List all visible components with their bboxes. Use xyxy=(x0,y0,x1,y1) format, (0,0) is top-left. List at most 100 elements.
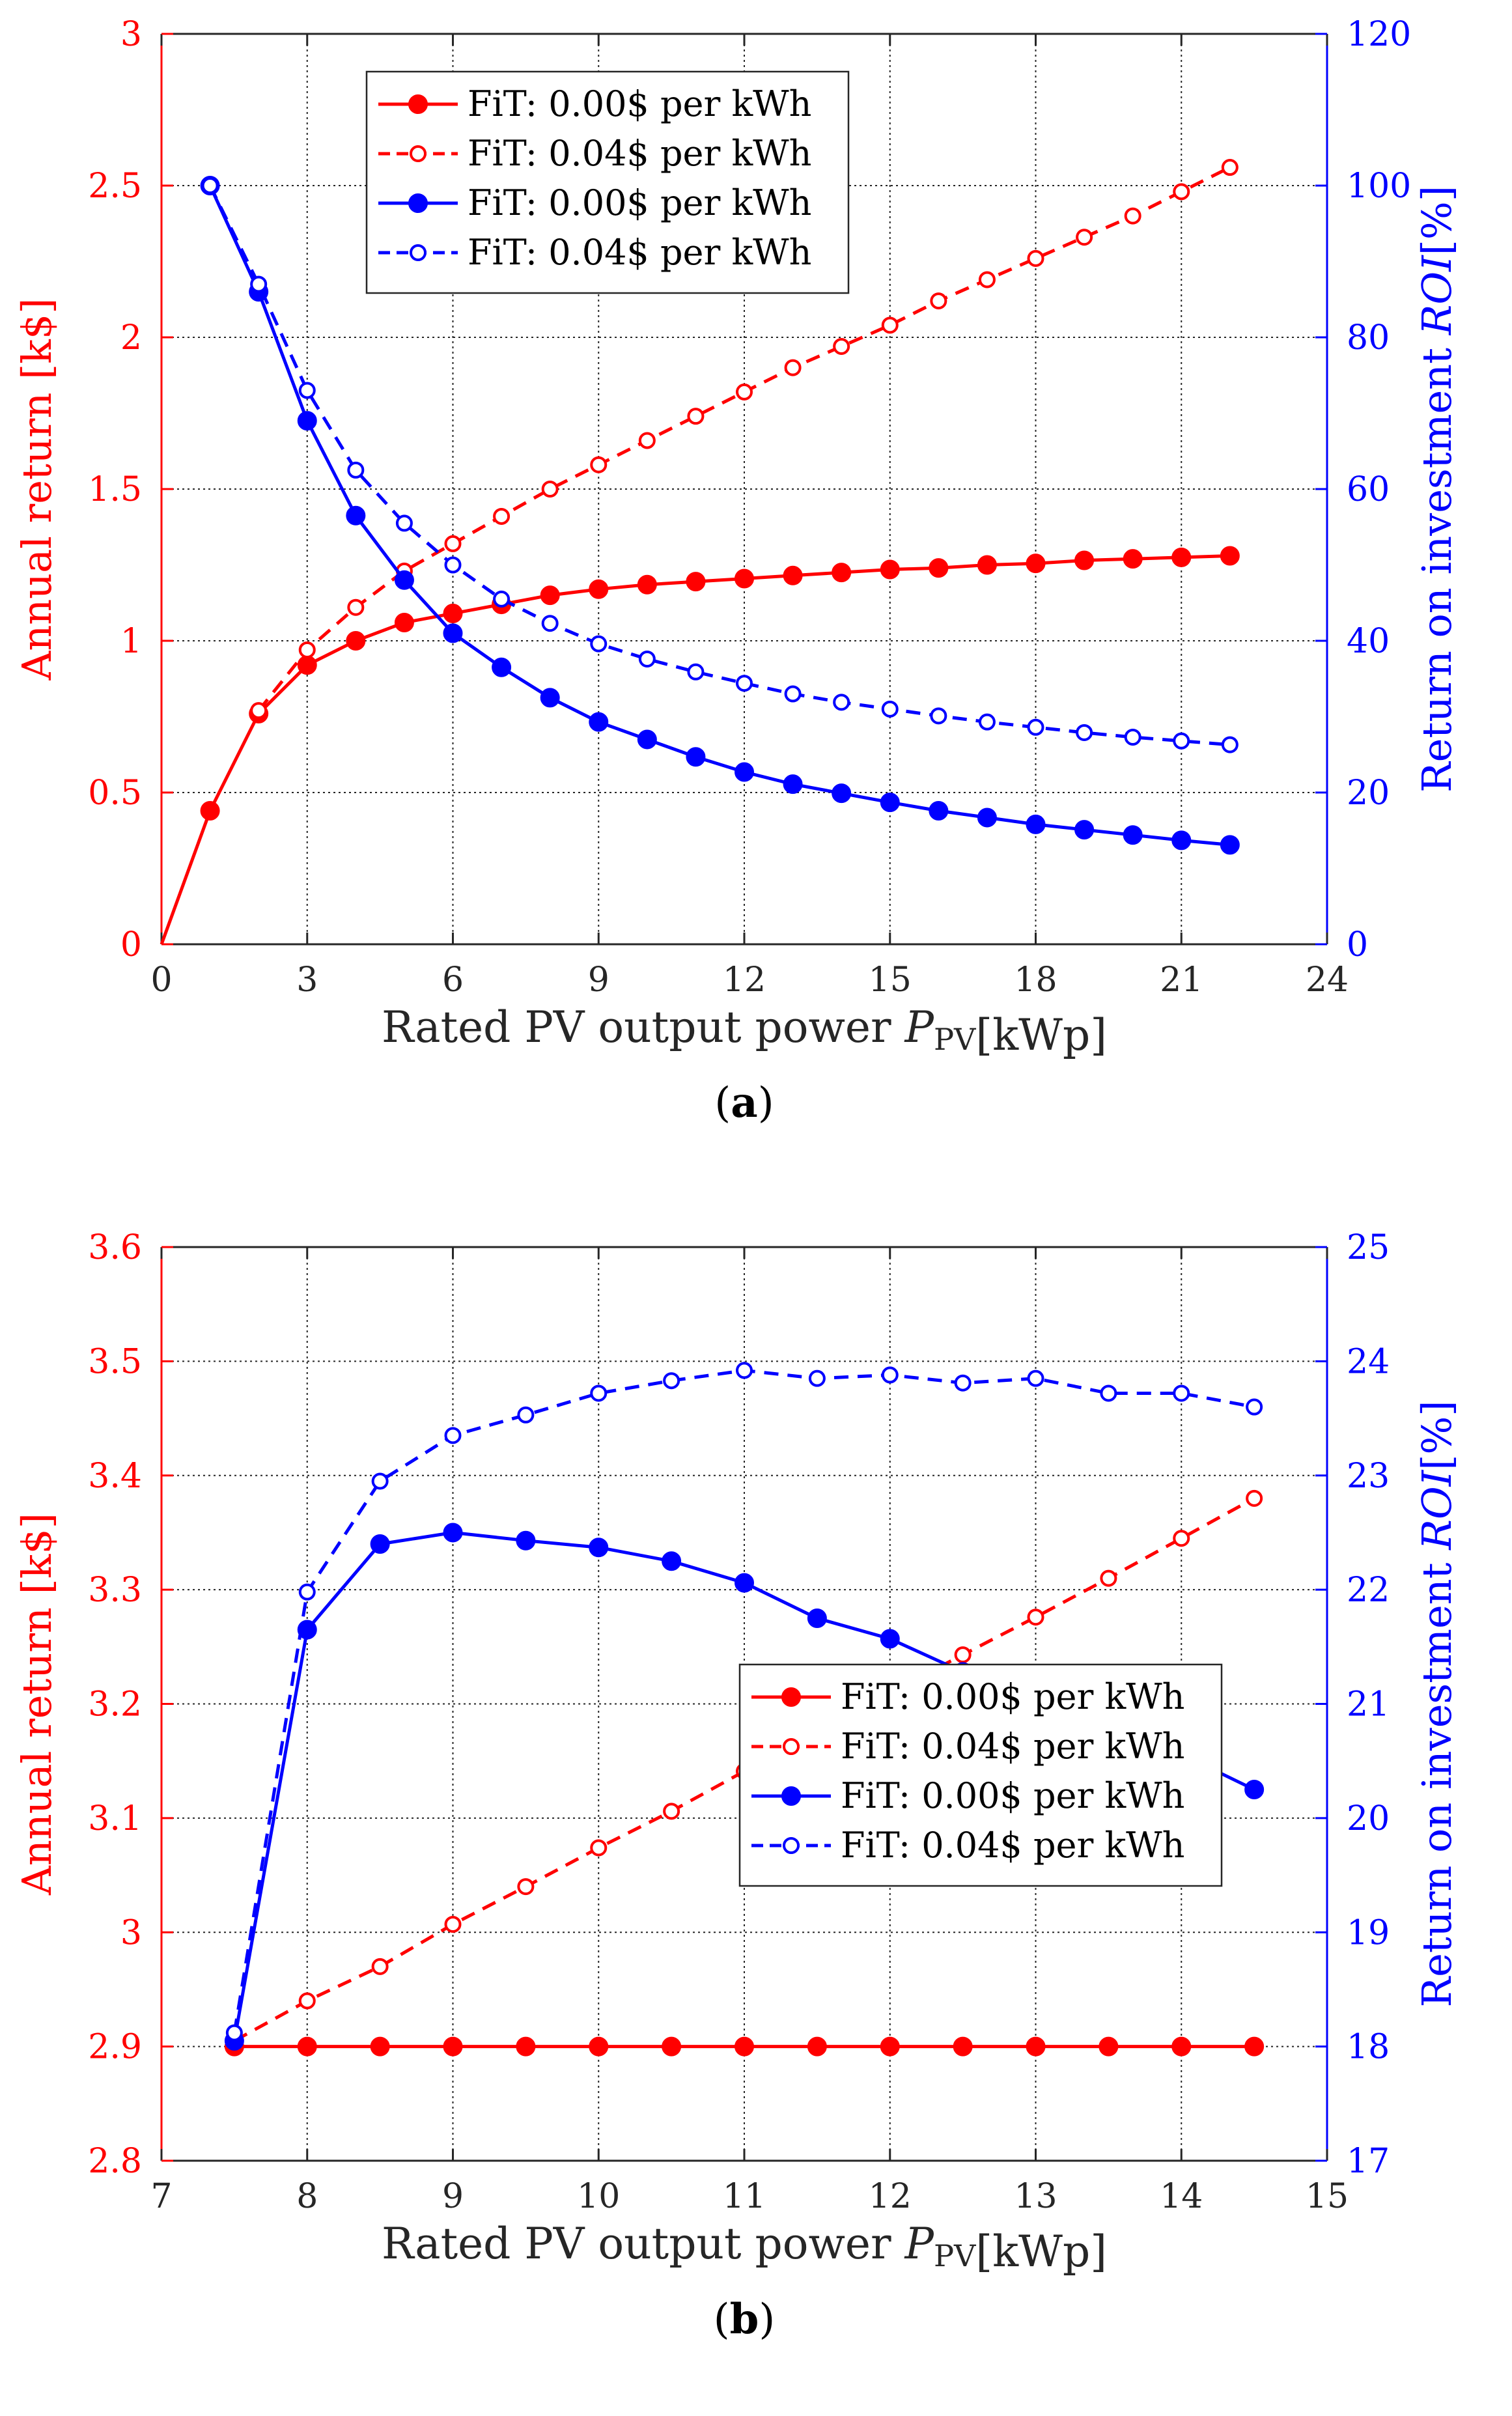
right-y-axis-label-text: Return on investment xyxy=(1413,1550,1461,2008)
data-point xyxy=(1221,159,1239,176)
left-y-tick-label: 3.5 xyxy=(88,1342,142,1381)
data-point xyxy=(589,2036,609,2057)
data-point xyxy=(881,700,899,718)
data-point xyxy=(1171,547,1192,567)
data-point xyxy=(1027,718,1044,736)
data-point xyxy=(589,1538,609,1558)
data-point xyxy=(735,2036,754,2057)
data-point xyxy=(881,1366,899,1384)
legend-label: FiT: 0.04$ per kWh xyxy=(468,232,811,273)
data-point xyxy=(1244,2036,1265,2057)
data-point xyxy=(297,411,317,431)
panel-caption-paren: ( xyxy=(714,2296,730,2344)
data-point xyxy=(1026,2036,1046,2057)
data-point xyxy=(638,650,656,667)
data-point xyxy=(736,383,753,400)
data-point xyxy=(298,382,316,399)
left-y-tick-label: 3.1 xyxy=(88,1799,142,1838)
series-4 xyxy=(201,177,1239,753)
left-y-tick-label: 1.5 xyxy=(88,470,142,509)
data-point xyxy=(493,590,511,608)
legend-item: FiT: 0.04$ per kWh xyxy=(378,133,811,174)
data-point xyxy=(395,514,413,532)
panel-caption-letter: b xyxy=(730,2295,759,2344)
data-point xyxy=(492,657,512,677)
left-y-tick-label: 3 xyxy=(120,15,142,54)
right-y-axis-label-symbol: ROI xyxy=(1413,1469,1461,1551)
x-tick-label: 0 xyxy=(150,961,172,1000)
data-point xyxy=(517,1406,535,1424)
series-line xyxy=(208,184,1230,747)
legend-item: FiT: 0.00$ per kWh xyxy=(378,83,811,124)
data-point xyxy=(394,613,414,633)
data-point xyxy=(540,585,560,606)
right-y-axis-label-symbol: ROI xyxy=(1413,255,1461,336)
legend-label: FiT: 0.04$ per kWh xyxy=(468,133,811,174)
data-point xyxy=(1027,1608,1044,1626)
data-point xyxy=(736,675,753,692)
data-point xyxy=(637,574,657,595)
left-y-tick-label: 3.6 xyxy=(88,1228,142,1267)
data-point xyxy=(1074,820,1095,840)
data-point xyxy=(832,563,852,583)
data-point xyxy=(1027,1370,1044,1387)
data-point xyxy=(687,663,705,681)
legend-box xyxy=(365,70,850,294)
left-y-tick-label: 3.4 xyxy=(88,1457,142,1496)
x-axis-label-text: [kWp] xyxy=(975,2226,1107,2277)
data-point xyxy=(347,598,365,616)
data-point xyxy=(590,1839,608,1857)
panel-caption-paren: ) xyxy=(759,2296,775,2344)
data-point xyxy=(1171,2036,1192,2057)
legend-marker xyxy=(410,145,427,162)
right-y-tick-label: 80 xyxy=(1347,318,1390,358)
data-point xyxy=(686,572,706,592)
right-y-tick-label: 19 xyxy=(1347,1913,1390,1952)
data-point xyxy=(1100,1569,1117,1587)
data-point xyxy=(541,615,559,632)
left-y-tick-label: 0 xyxy=(120,925,142,964)
data-point xyxy=(297,2036,317,2057)
data-point xyxy=(954,1374,972,1392)
data-point xyxy=(784,359,802,376)
left-y-tick-label: 2.9 xyxy=(88,2028,142,2067)
x-tick-label: 18 xyxy=(1014,961,1057,1000)
data-point xyxy=(516,2036,536,2057)
legend-label: FiT: 0.00$ per kWh xyxy=(841,1775,1184,1816)
data-point xyxy=(201,177,219,194)
legend-item: FiT: 0.04$ per kWh xyxy=(751,1825,1184,1866)
x-tick-label: 3 xyxy=(296,961,318,1000)
data-point xyxy=(880,1629,900,1649)
data-point xyxy=(687,408,705,425)
x-tick-label: 7 xyxy=(150,2177,172,2216)
data-point xyxy=(735,569,754,589)
data-point xyxy=(1173,1530,1190,1547)
data-point xyxy=(977,555,997,575)
legend-marker xyxy=(783,1837,800,1854)
data-point xyxy=(930,292,947,310)
data-point xyxy=(1171,830,1192,850)
legend-label: FiT: 0.00$ per kWh xyxy=(468,83,811,124)
data-point xyxy=(541,481,559,498)
x-tick-label: 11 xyxy=(723,2177,766,2216)
data-point xyxy=(1173,732,1190,750)
data-point xyxy=(663,1372,680,1390)
data-point xyxy=(735,1573,754,1593)
right-y-tick-label: 120 xyxy=(1347,15,1411,54)
data-point xyxy=(444,556,462,574)
data-point xyxy=(929,558,949,578)
data-point xyxy=(1173,183,1190,201)
legend-item: FiT: 0.04$ per kWh xyxy=(378,232,811,273)
data-point xyxy=(637,729,657,750)
data-point xyxy=(1076,229,1093,246)
data-point xyxy=(978,713,996,731)
x-tick-label: 15 xyxy=(1306,2177,1349,2216)
left-y-tick-label: 2.8 xyxy=(88,2142,142,2181)
x-tick-label: 21 xyxy=(1160,961,1203,1000)
left-y-axis-label: Annual return [k$] xyxy=(13,298,61,681)
right-y-tick-label: 25 xyxy=(1347,1228,1390,1267)
data-point xyxy=(370,2036,390,2057)
right-y-tick-label: 60 xyxy=(1347,470,1390,509)
right-y-tick-label: 40 xyxy=(1347,622,1390,661)
data-point xyxy=(1173,1384,1190,1402)
